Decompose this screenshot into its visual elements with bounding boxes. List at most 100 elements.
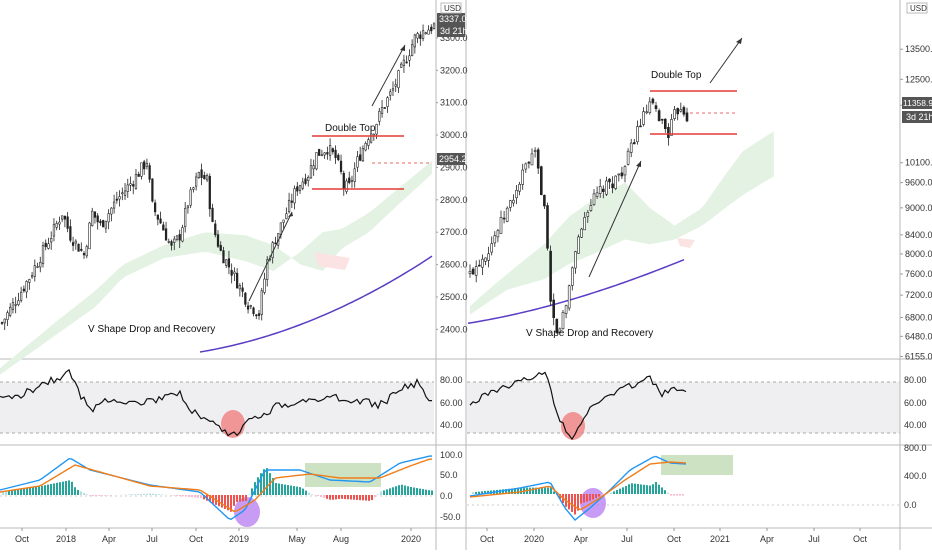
candle-body — [253, 308, 255, 314]
candle-body — [359, 155, 361, 161]
candle-body — [354, 169, 356, 182]
macd-histogram-bar — [98, 495, 100, 496]
ichimoku-cloud — [470, 131, 774, 314]
double-top-label: Double Top — [325, 123, 376, 134]
candle-body — [519, 184, 521, 191]
price-tick-label: 3000.0 — [440, 130, 468, 140]
macd-histogram-bar — [20, 489, 22, 495]
candle-body — [29, 279, 31, 282]
candle-body — [70, 227, 72, 241]
candle-body — [113, 202, 115, 208]
candle-body — [275, 243, 277, 244]
macd-histogram-bar — [472, 492, 474, 494]
candle-body — [307, 177, 309, 180]
macd-tick-label: 0.0 — [440, 491, 453, 501]
candle-body — [357, 157, 359, 168]
macd-histogram-bar — [544, 488, 546, 494]
candle-body — [296, 187, 298, 191]
time-tick-label: Jul — [146, 534, 158, 544]
candle-body — [368, 140, 370, 146]
price-tick-label: 7600.0 — [905, 269, 932, 279]
rsi-tick-label: 80.00 — [904, 375, 927, 385]
macd-histogram-bar — [389, 488, 391, 495]
macd-histogram-bar — [682, 494, 684, 496]
macd-histogram-bar — [137, 494, 139, 495]
macd-histogram-bar — [643, 485, 645, 494]
candle-body — [217, 235, 219, 247]
candle-body — [640, 126, 642, 127]
macd-histogram-bar — [275, 483, 277, 495]
candle-body — [48, 244, 50, 249]
candle-body — [78, 244, 80, 251]
candle-body — [469, 271, 471, 273]
macd-histogram-bar — [23, 489, 25, 495]
price-tick-label: 2600.0 — [440, 260, 468, 270]
price-tick-label: 6480.0 — [905, 331, 932, 341]
candle-body — [15, 304, 17, 305]
time-tick-label: Oct — [853, 534, 868, 544]
macd-histogram-bar — [667, 493, 669, 494]
time-tick-label: Apr — [574, 534, 588, 544]
candle-body — [34, 266, 36, 277]
candle-body — [646, 112, 648, 113]
candle-body — [209, 176, 211, 209]
candle-body — [305, 179, 307, 184]
macd-histogram-bar — [182, 495, 184, 496]
candle-body — [64, 216, 66, 219]
macd-histogram-bar — [583, 494, 585, 503]
macd-histogram-bar — [664, 490, 666, 494]
time-tick-label: Apr — [102, 534, 116, 544]
candle-body — [378, 111, 380, 121]
macd-histogram-bar — [619, 489, 621, 494]
macd-highlight-box — [661, 455, 733, 475]
macd-histogram-bar — [610, 493, 612, 494]
macd-histogram-bar — [197, 495, 199, 498]
candle-body — [370, 134, 372, 142]
candle-body — [636, 127, 638, 142]
macd-histogram-bar — [383, 490, 385, 495]
macd-histogram-bar — [425, 490, 427, 495]
rsi-tick-label: 40.00 — [904, 420, 927, 430]
macd-histogram-bar — [32, 487, 34, 495]
macd-histogram-bar — [601, 494, 603, 495]
macd-histogram-bar — [356, 495, 358, 500]
candle-body — [299, 186, 301, 191]
candle-body — [53, 224, 55, 236]
candle-body — [562, 312, 564, 328]
candle-body — [59, 222, 61, 224]
time-tick-label: Oct — [189, 534, 204, 544]
macd-histogram-bar — [191, 495, 193, 497]
macd-histogram-bar — [158, 494, 160, 495]
macd-histogram-bar — [640, 484, 642, 494]
macd-histogram-bar — [173, 495, 175, 496]
candle-body — [91, 211, 93, 226]
candle-body — [204, 175, 206, 179]
candle-body — [225, 260, 227, 266]
candle-body — [343, 173, 345, 188]
price-tick-label: 13500.0 — [905, 44, 932, 54]
macd-histogram-bar — [550, 488, 552, 494]
candle-body — [179, 234, 181, 240]
time-tick-label: Oct — [480, 534, 495, 544]
macd-histogram-bar — [62, 482, 64, 495]
macd-histogram-bar — [475, 492, 477, 494]
candle-body — [321, 155, 323, 156]
macd-histogram-bar — [287, 485, 289, 495]
candle-body — [201, 170, 203, 178]
candle-body — [316, 152, 318, 168]
macd-histogram-bar — [553, 491, 555, 494]
macd-histogram-bar — [613, 491, 615, 494]
macd-histogram-bar — [11, 490, 13, 495]
candle-body — [433, 24, 435, 29]
candle-body — [168, 241, 170, 242]
candle-body — [680, 110, 682, 112]
candle-body — [543, 195, 545, 206]
trend-arrowhead — [736, 38, 742, 44]
time-tick-label: 2018 — [56, 534, 76, 544]
time-tick-label: Jul — [808, 534, 820, 544]
candle-body — [425, 33, 427, 34]
macd-histogram-bar — [320, 495, 322, 497]
candle-body — [264, 279, 266, 292]
candle-body — [362, 148, 364, 160]
